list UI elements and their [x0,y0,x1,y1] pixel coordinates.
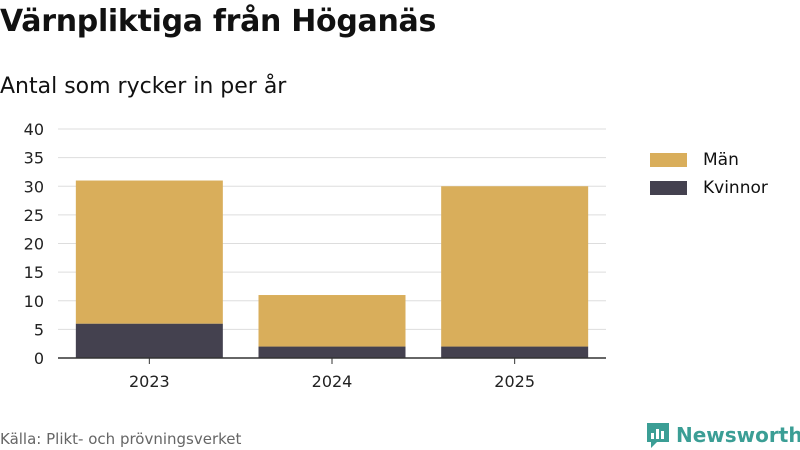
y-tick-label: 20 [24,235,44,254]
bar-kvinnor-2024 [258,346,406,358]
brand-logo: Newsworthy [645,421,800,449]
y-tick-label: 25 [24,206,44,225]
x-tick-label: 2025 [494,372,535,391]
y-tick-label: 0 [34,349,44,368]
bar-män-2023 [75,180,223,324]
y-tick-label: 15 [24,263,44,282]
legend-swatch-man [650,153,687,167]
legend-swatch-kvinnor [650,181,687,195]
x-tick-label: 2023 [129,372,170,391]
y-tick-label: 30 [24,177,44,196]
bar-män-2025 [441,186,589,347]
x-tick-label: 2024 [312,372,353,391]
source-note: Källa: Plikt- och prövningsverket [0,430,242,448]
bar-kvinnor-2023 [75,323,223,358]
chart-subtitle: Antal som rycker in per år [0,74,287,99]
y-tick-label: 5 [34,320,44,339]
y-tick-label: 35 [24,149,44,168]
bar-kvinnor-2025 [441,346,589,358]
legend-label-kvinnor: Kvinnor [703,178,768,198]
legend: Män Kvinnor [650,146,768,202]
y-tick-label: 10 [24,292,44,311]
brand-name: Newsworthy [676,423,800,447]
legend-item-kvinnor: Kvinnor [650,174,768,202]
bar-män-2024 [258,295,406,347]
chart-title: Värnpliktiga från Höganäs [0,4,437,39]
newsworthy-logo-icon [647,423,669,448]
y-tick-label: 40 [24,120,44,139]
legend-label-man: Män [703,150,739,170]
legend-item-man: Män [650,146,768,174]
